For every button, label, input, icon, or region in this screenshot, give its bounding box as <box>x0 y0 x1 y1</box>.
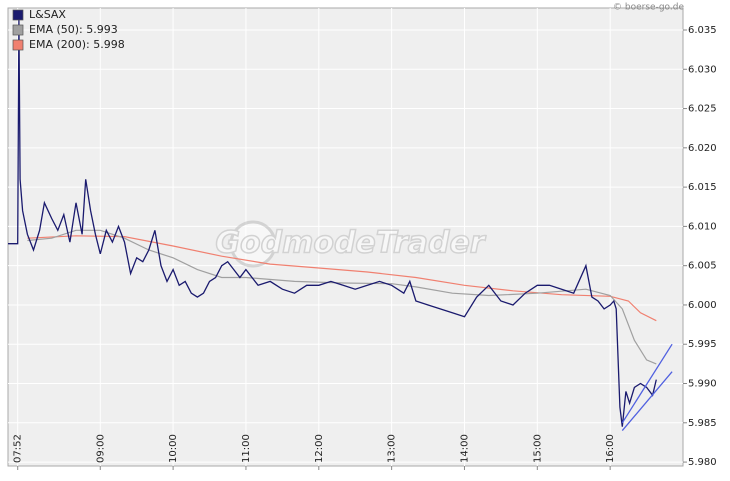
legend-label: EMA (50): 5.993 <box>29 23 118 36</box>
legend-swatch <box>12 24 24 36</box>
y-tick-label: 5.985 <box>688 418 717 429</box>
y-tick-label: 6.030 <box>688 64 717 75</box>
y-tick-label: 6.035 <box>688 25 717 36</box>
series-line <box>27 229 657 365</box>
x-tick-label: 10:00 <box>168 434 179 463</box>
y-tick-label: 6.010 <box>688 221 717 232</box>
y-tick-label: 6.025 <box>688 104 717 115</box>
x-tick-label: 11:00 <box>241 434 252 463</box>
trend-line <box>621 343 673 424</box>
source: © boerse-go.de <box>613 3 684 13</box>
series-line <box>27 235 657 322</box>
x-tick-label: 14:00 <box>459 434 470 463</box>
watermark: GodmodeTrader <box>215 226 486 261</box>
trend-line <box>621 371 673 432</box>
y-tick-label: 5.990 <box>688 379 717 390</box>
y-tick-label: 5.980 <box>688 457 717 468</box>
y-tick-label: 6.005 <box>688 261 717 272</box>
x-tick-label: 16:00 <box>605 434 616 463</box>
y-tick-label: 5.995 <box>688 339 717 350</box>
legend-label: EMA (200): 5.998 <box>29 38 125 51</box>
legend-label: L&SAX <box>29 8 66 21</box>
y-tick-label: 6.000 <box>688 300 717 311</box>
watermark-logo <box>229 220 277 268</box>
series-line <box>8 19 657 427</box>
legend-swatch <box>12 39 24 51</box>
watermark-group: GodmodeTrader <box>215 220 488 268</box>
x-tick-label: 13:00 <box>387 434 398 463</box>
legend-swatch <box>12 9 24 21</box>
y-tick-label: 6.015 <box>688 182 717 193</box>
x-tick-label: 09:00 <box>95 434 106 463</box>
y-tick-label: 6.020 <box>688 143 717 154</box>
x-tick-label: 07:52 <box>13 434 24 463</box>
x-tick-label: 15:00 <box>532 434 543 463</box>
x-tick-label: 12:00 <box>314 434 325 463</box>
